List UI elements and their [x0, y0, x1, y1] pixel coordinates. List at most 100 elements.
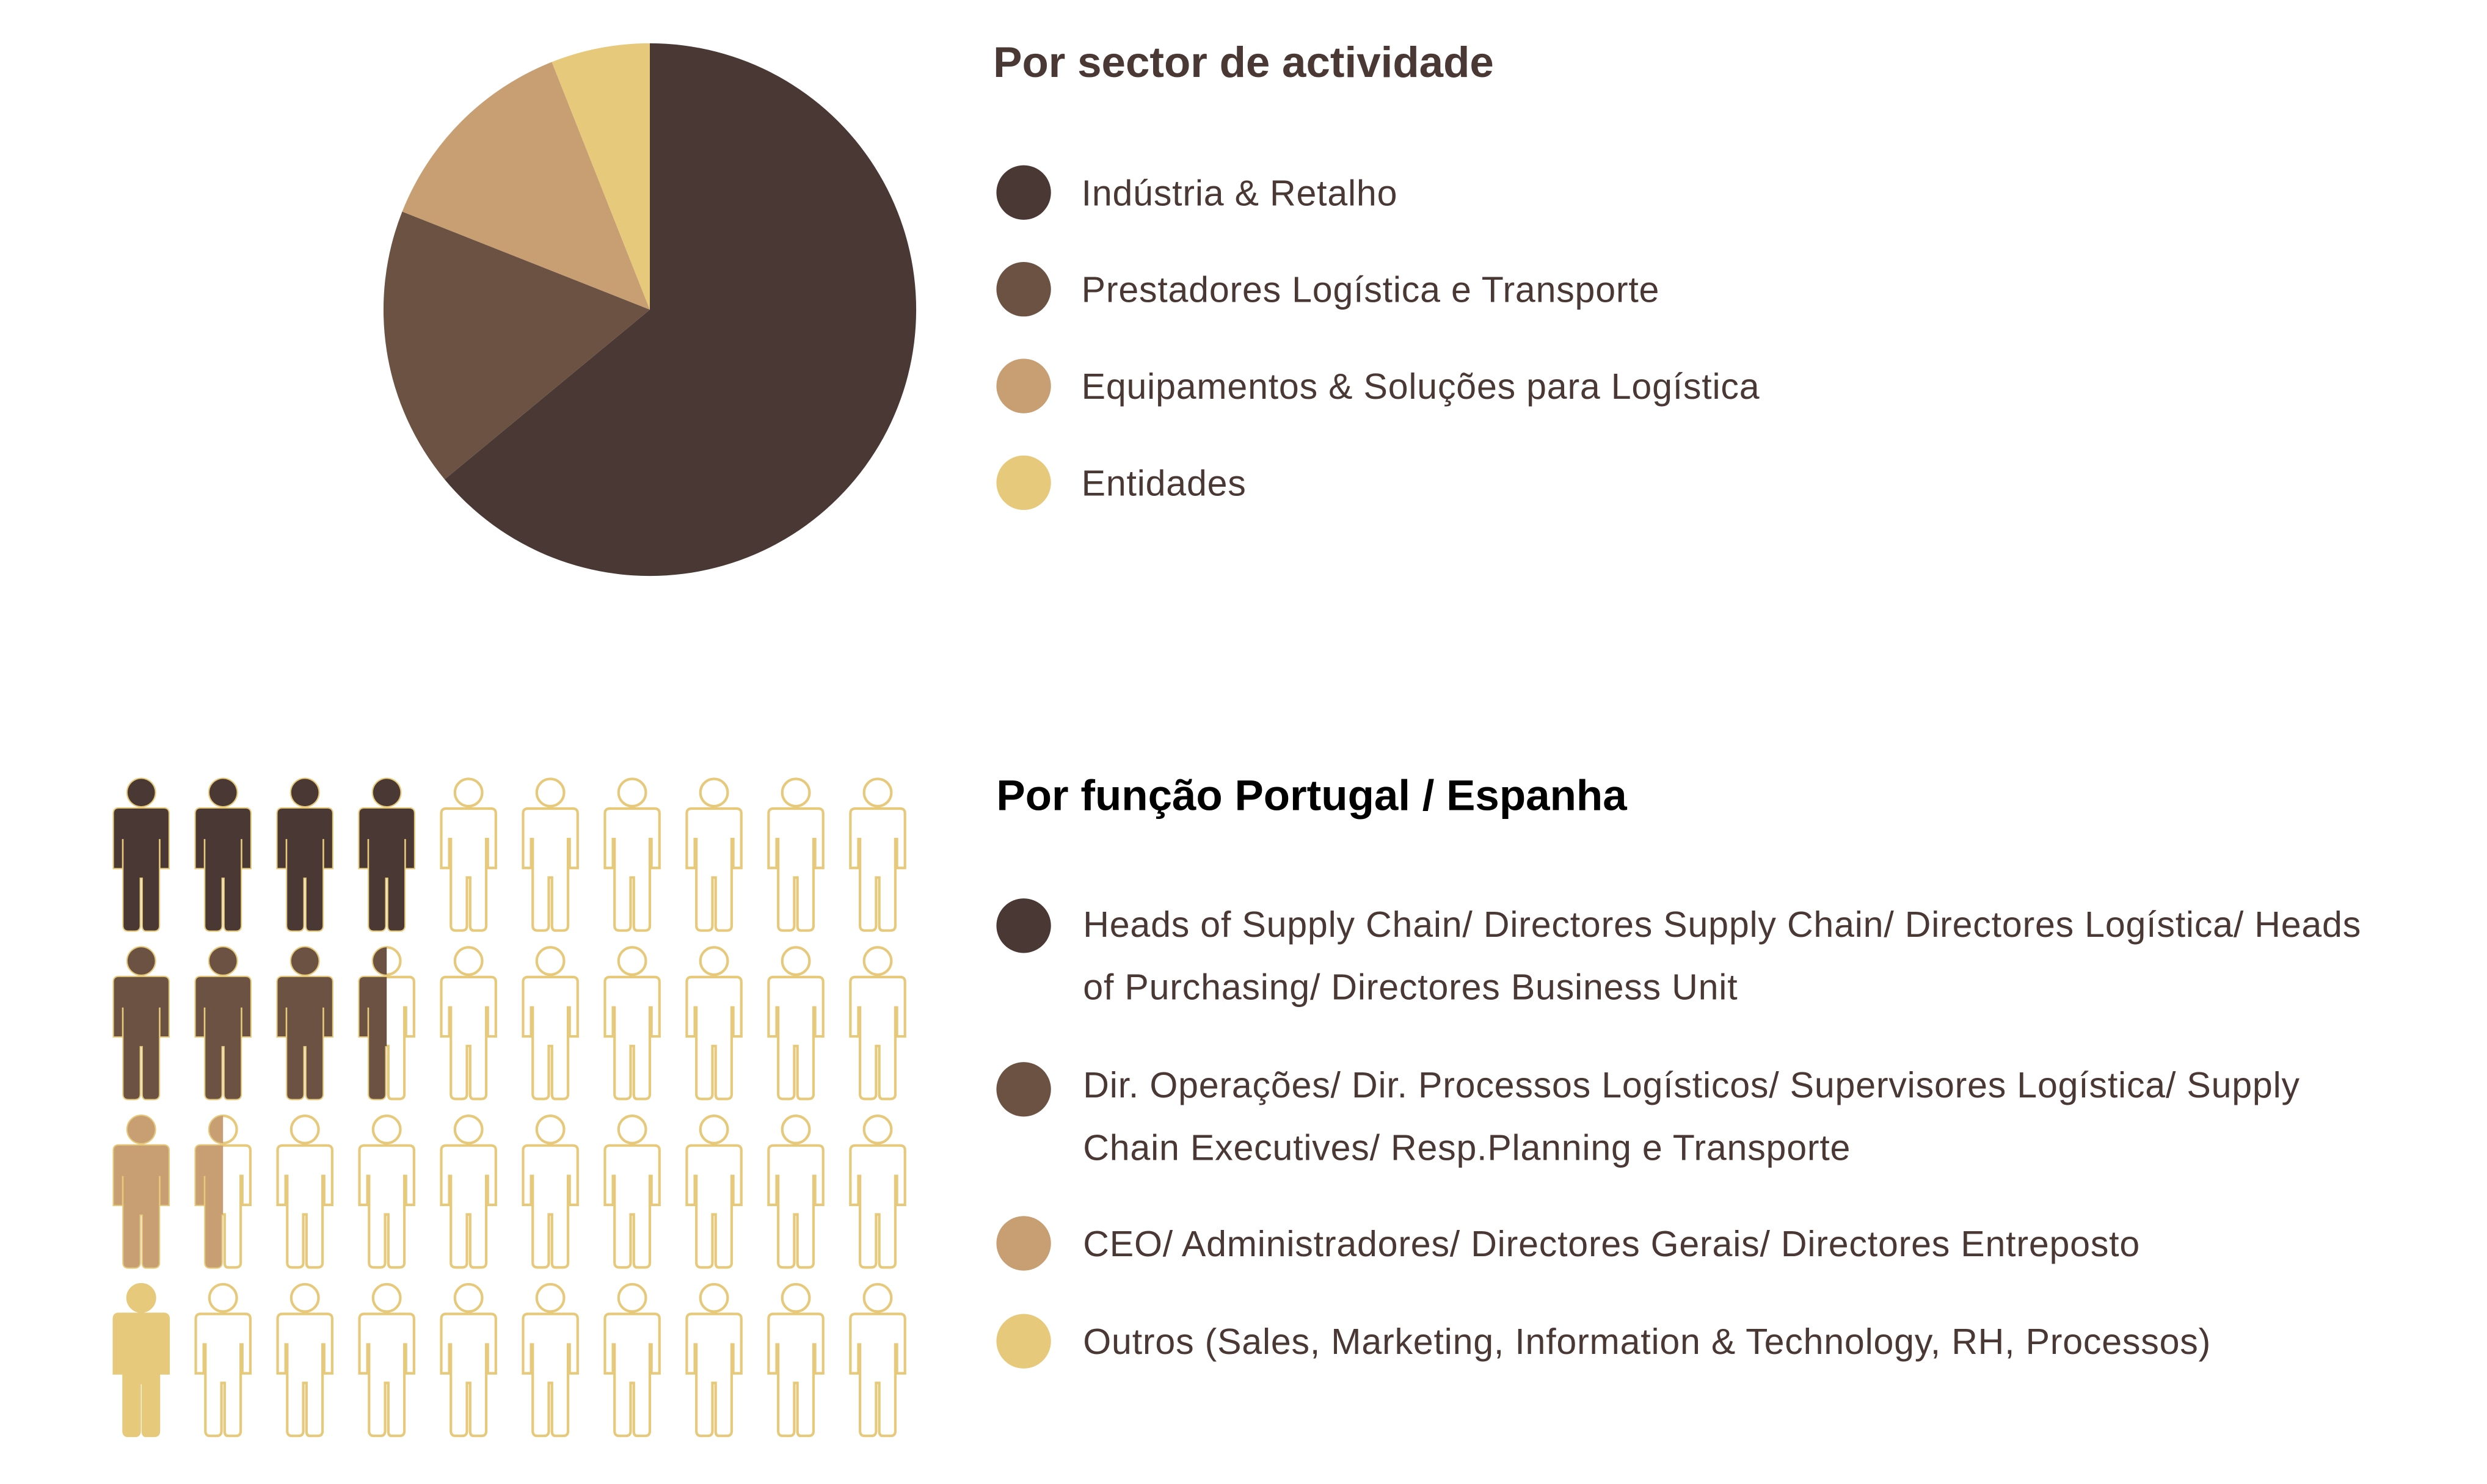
person-icon — [440, 946, 497, 1100]
person-icon — [849, 946, 906, 1100]
person-icon — [358, 1115, 415, 1269]
person-icon — [112, 777, 170, 932]
person-icon — [767, 946, 825, 1100]
pie-slice — [402, 62, 650, 310]
person-icon — [194, 1115, 252, 1269]
person-icon — [358, 777, 415, 932]
person-outline — [849, 1115, 906, 1269]
legend-label: Indústria & Retalho — [1082, 172, 1398, 213]
person-filled — [114, 1116, 169, 1268]
person-icon — [276, 1282, 333, 1438]
person-outline — [522, 1115, 579, 1269]
person-icon — [112, 1115, 170, 1269]
person-outline — [767, 1282, 825, 1438]
person-icon — [112, 1282, 170, 1438]
person-icon — [276, 777, 333, 932]
person-filled — [114, 779, 169, 931]
legend-label-box: Heads of Supply Chain/ Directores Supply… — [1083, 905, 2361, 1008]
chart-title: Por função Portugal / Espanha — [996, 772, 1627, 820]
person-filled — [195, 779, 250, 931]
person-icon — [603, 1115, 661, 1269]
legend-swatch — [996, 165, 1051, 220]
person-icon — [440, 1282, 497, 1438]
pie-slice — [552, 43, 650, 310]
person-icon — [276, 1115, 333, 1269]
legend-label-box: CEO/ Administradores/ Directores Gerais/… — [1083, 1224, 2141, 1265]
legend-swatch — [996, 898, 1051, 953]
legend-label: Dir. Operações/ Dir. Processos Logístico… — [1083, 1065, 2300, 1168]
person-outline — [767, 777, 825, 932]
person-outline — [440, 1282, 497, 1438]
person-outline — [358, 1115, 415, 1269]
person-icon — [767, 777, 825, 932]
person-icon — [440, 777, 497, 932]
person-outline — [358, 1282, 415, 1438]
legend-label: Entidades — [1082, 462, 1247, 503]
person-filled — [195, 947, 250, 1099]
person-icon — [603, 946, 661, 1100]
person-outline — [440, 946, 497, 1100]
person-outline — [603, 1115, 661, 1269]
person-icon — [767, 1115, 825, 1269]
person-icon — [685, 1115, 743, 1269]
person-outline — [522, 1282, 579, 1438]
legend-swatch — [996, 358, 1051, 413]
person-icon — [849, 1282, 906, 1438]
person-filled — [114, 947, 169, 1099]
pie-slice — [383, 211, 650, 479]
legend-label: Equipamentos & Soluções para Logística — [1082, 366, 1760, 407]
person-icon — [849, 777, 906, 932]
person-outline — [603, 777, 661, 932]
person-icon — [194, 1282, 252, 1438]
person-outline — [849, 1282, 906, 1438]
person-icon — [522, 1282, 579, 1438]
person-icon — [358, 1282, 415, 1438]
legend-swatch — [996, 1062, 1051, 1117]
pie-slice — [444, 43, 917, 577]
person-icon — [194, 946, 252, 1100]
person-icon — [849, 1115, 906, 1269]
person-icon — [603, 1282, 661, 1438]
person-outline — [767, 946, 825, 1100]
person-outline — [440, 777, 497, 932]
person-filled — [277, 947, 332, 1099]
person-filled — [277, 779, 332, 931]
person-outline — [767, 1115, 825, 1269]
person-filled — [114, 1284, 169, 1436]
person-filled — [195, 1116, 224, 1268]
legend-label-box: Outros (Sales, Marketing, Information & … — [1083, 1322, 2212, 1362]
person-icon — [685, 946, 743, 1100]
legend-label-box: Dir. Operações/ Dir. Processos Logístico… — [1083, 1065, 2300, 1168]
person-filled — [359, 947, 387, 1099]
chart-title: Por sector de actividade — [993, 38, 1494, 87]
person-icon — [767, 1282, 825, 1438]
legend-swatch — [996, 1216, 1051, 1271]
legend-label: CEO/ Administradores/ Directores Gerais/… — [1083, 1224, 2141, 1265]
person-filled — [359, 779, 414, 931]
person-outline — [603, 1282, 661, 1438]
person-outline — [194, 1282, 252, 1438]
person-icon — [276, 946, 333, 1100]
person-outline — [276, 1115, 333, 1269]
person-icon — [685, 777, 743, 932]
person-outline — [685, 1282, 743, 1438]
person-icon — [685, 1282, 743, 1438]
person-icon — [358, 946, 415, 1100]
person-outline — [276, 1282, 333, 1438]
person-outline — [685, 777, 743, 932]
person-outline — [603, 946, 661, 1100]
person-icon — [522, 777, 579, 932]
legend-label: Outros (Sales, Marketing, Information & … — [1083, 1322, 2212, 1362]
legend-swatch — [996, 1314, 1051, 1369]
person-icon — [194, 777, 252, 932]
person-outline — [685, 1115, 743, 1269]
person-icon — [440, 1115, 497, 1269]
person-icon — [522, 946, 579, 1100]
person-icon — [112, 946, 170, 1100]
person-outline — [849, 777, 906, 932]
person-outline — [440, 1115, 497, 1269]
person-outline — [849, 946, 906, 1100]
person-outline — [522, 777, 579, 932]
legend-swatch — [996, 455, 1051, 511]
